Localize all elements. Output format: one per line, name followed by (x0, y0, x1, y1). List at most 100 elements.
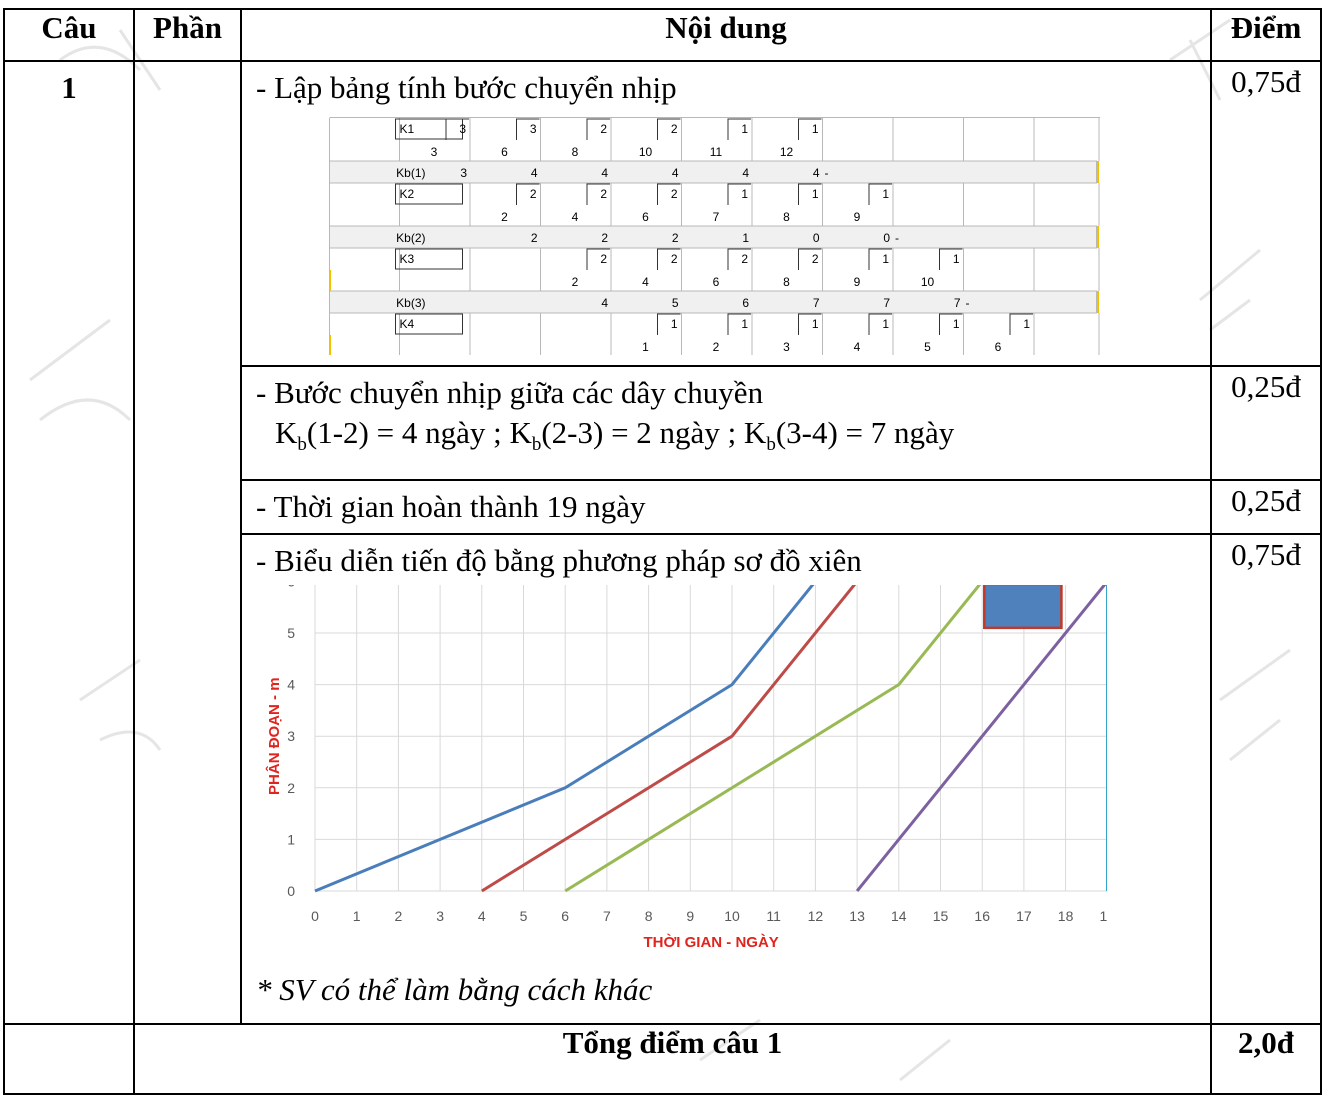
calc-step-box (657, 183, 681, 205)
calc-step-box (657, 313, 681, 335)
calc-upper-value: 1 (812, 122, 819, 136)
calc-kb-value: 0 (813, 231, 820, 245)
row-b-line2: Kb(1-2) = 4 ngày ; Kb(2-3) = 2 ngày ; Kb… (275, 415, 955, 456)
chart-x-tick: 18 (1058, 908, 1074, 924)
row-d-score: 0,75đ (1210, 533, 1322, 1025)
row-c-score: 0,25đ (1210, 479, 1322, 535)
chart-x-tick: 14 (891, 908, 907, 924)
calc-upper-value: 2 (812, 252, 819, 266)
row-c: - Thời gian hoàn thành 19 ngày 0,25đ (4, 479, 1322, 535)
calc-kb-value: 4 (672, 166, 679, 180)
calc-step-box (798, 313, 822, 335)
chart-x-tick: 8 (645, 908, 653, 924)
calc-upper-value: 1 (812, 317, 819, 331)
row-d-note: * SV có thể làm bằng cách khác (256, 972, 653, 1007)
calc-step-box (868, 183, 892, 205)
calc-lower-value: 7 (713, 210, 720, 224)
calc-step-box (798, 183, 822, 205)
calc-step-box (939, 313, 963, 335)
chart-x-tick: 16 (974, 908, 990, 924)
calc-upper-value: 1 (882, 317, 889, 331)
calc-lower-value: 1 (642, 340, 649, 354)
calc-label-box (395, 183, 463, 205)
row-b: - Bước chuyển nhịp giữa các dây chuyền K… (4, 365, 1322, 481)
calc-lower-value: 9 (854, 275, 861, 289)
row-c-content: - Thời gian hoàn thành 19 ngày (240, 479, 1212, 535)
calc-kb-value: 4 (742, 166, 749, 180)
calc-lower-value: 9 (854, 210, 861, 224)
calc-step-box (516, 118, 540, 140)
row-b-content: - Bước chuyển nhịp giữa các dây chuyền K… (240, 365, 1212, 481)
row-d: - Biểu diễn tiến độ bằng phương pháp sơ … (4, 533, 1322, 1025)
chart-x-tick: 11 (766, 908, 781, 924)
calc-upper-value: 2 (671, 122, 678, 136)
calc-upper-value: 1 (953, 317, 960, 331)
calc-label-box (395, 248, 463, 270)
calc-lower-value: 2 (713, 340, 720, 354)
chart-x-tick: 13 (849, 908, 865, 924)
row-c-text: - Thời gian hoàn thành 19 ngày (256, 489, 646, 524)
calc-step-box (727, 313, 751, 335)
row-b-line1: - Bước chuyển nhịp giữa các dây chuyền (256, 375, 764, 410)
calc-lower-value: 4 (572, 210, 579, 224)
calc-upper-value: 2 (671, 187, 678, 201)
row-a-text: - Lập bảng tính bước chuyển nhịp (256, 70, 677, 105)
chart-x-tick: 3 (436, 908, 444, 924)
calc-lower-value: 2 (501, 210, 508, 224)
calc-step-box (939, 248, 963, 270)
header-score: Điểm (1210, 8, 1322, 62)
calc-row-label: Kb(1) (396, 166, 425, 180)
calc-step-box (1009, 313, 1033, 335)
chart-series-line (855, 585, 1107, 892)
row-a-score: 0,75đ (1210, 60, 1322, 367)
calc-step-box (727, 183, 751, 205)
calc-kb-value: 2 (601, 231, 608, 245)
calc-upper-value: 2 (600, 187, 607, 201)
calc-upper-value: 1 (741, 122, 748, 136)
calc-upper-value: 1 (741, 317, 748, 331)
calc-kb-row-bg (329, 290, 1097, 314)
calc-kb-tail: - (825, 166, 829, 180)
calc-row-label: K4 (400, 317, 415, 331)
calc-lower-value: 8 (783, 275, 790, 289)
calc-kb-value: 4 (813, 166, 820, 180)
calc-kb-value: 4 (531, 166, 538, 180)
header-question: Câu (3, 8, 135, 62)
calc-kb-value: 1 (742, 231, 749, 245)
calc-row-label: K1 (400, 122, 415, 136)
calc-label-box (395, 313, 463, 335)
calc-lower-value: 3 (783, 340, 790, 354)
calc-lower-value: 6 (501, 145, 508, 159)
calc-upper-value: 3 (530, 122, 537, 136)
calc-kb-value: 7 (813, 296, 820, 310)
chart-y-tick: 0 (287, 883, 295, 899)
calc-step-box (868, 248, 892, 270)
chart-x-tick: 0 (311, 908, 319, 924)
calc-step-box (798, 118, 822, 140)
chart-series-line (564, 585, 982, 893)
calc-upper-value: 2 (600, 252, 607, 266)
calc-lower-value: 3 (431, 145, 438, 159)
row-d-text: - Biểu diễn tiến độ bằng phương pháp sơ … (256, 543, 862, 578)
calc-kb-tail: - (895, 231, 899, 245)
calc-lower-value: 10 (921, 275, 935, 289)
calc-upper-value: 3 (459, 122, 466, 136)
calc-kb-tail: - (966, 296, 970, 310)
calc-kb-value: 2 (672, 231, 679, 245)
question-number: 1 (3, 60, 135, 1025)
calc-label-box (395, 118, 463, 140)
chart-y-tick: 1 (287, 831, 295, 847)
chart-x-tick: 7 (603, 908, 611, 924)
calc-upper-value: 2 (671, 252, 678, 266)
calc-kb-value: 7 (954, 296, 961, 310)
calc-row-label: Kb(2) (396, 231, 425, 245)
calc-step-box (798, 248, 822, 270)
calc-kb-value: 7 (883, 296, 890, 310)
calc-lower-value: 6 (995, 340, 1002, 354)
calc-lower-value: 6 (642, 210, 649, 224)
calc-upper-value: 1 (882, 187, 889, 201)
calc-lower-value: 10 (639, 145, 653, 159)
calc-upper-value: 1 (812, 187, 819, 201)
chart-series-line (314, 585, 815, 893)
chart-series-line (481, 585, 857, 893)
